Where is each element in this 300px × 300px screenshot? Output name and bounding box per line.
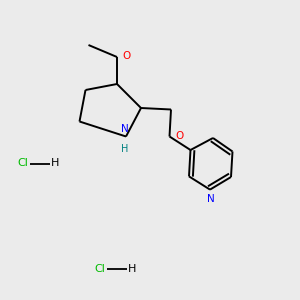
Text: N: N [207,194,215,204]
Text: H: H [128,263,136,274]
Text: H: H [51,158,60,169]
Text: O: O [175,131,183,141]
Text: Cl: Cl [94,263,105,274]
Text: O: O [122,51,131,62]
Text: H: H [121,144,128,154]
Text: Cl: Cl [18,158,28,169]
Text: N: N [121,124,128,134]
